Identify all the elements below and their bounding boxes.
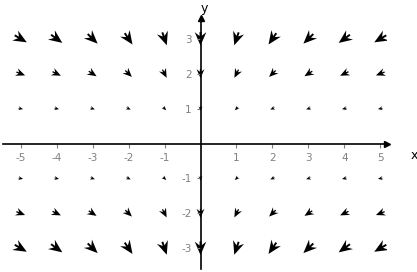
Text: x: x xyxy=(411,149,417,162)
Text: y: y xyxy=(201,2,208,15)
